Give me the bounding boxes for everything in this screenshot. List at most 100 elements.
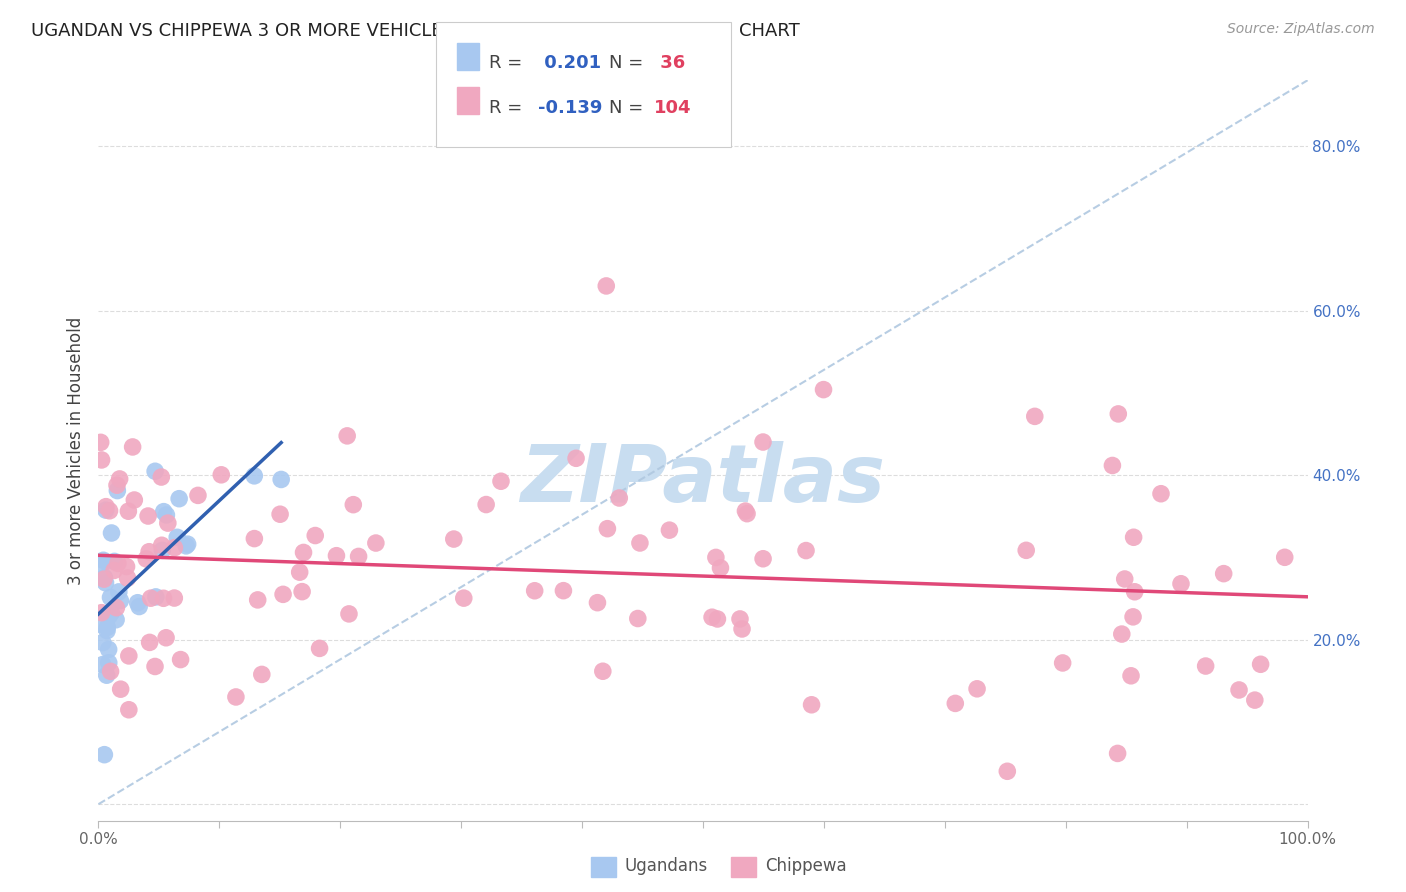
Point: [1107, 747, 1129, 761]
Point: [105, 478, 128, 492]
Point: [98, 608, 121, 623]
Point: [98, 504, 121, 518]
Point: [706, 612, 728, 626]
Point: [1274, 550, 1296, 565]
Point: [1101, 458, 1123, 473]
Point: [89, 617, 111, 632]
Point: [342, 498, 364, 512]
Point: [105, 483, 128, 498]
Point: [121, 440, 143, 454]
Point: [752, 551, 775, 566]
Point: [93, 570, 115, 584]
Point: [150, 470, 173, 484]
Point: [93, 553, 115, 567]
Point: [124, 493, 146, 508]
Point: [136, 508, 159, 523]
Point: [565, 451, 588, 466]
Point: [291, 584, 314, 599]
Point: [1170, 576, 1192, 591]
Point: [91, 635, 114, 649]
Point: [1024, 409, 1046, 424]
Point: [1111, 627, 1133, 641]
Point: [90, 453, 112, 467]
Point: [143, 464, 166, 478]
Point: [1122, 610, 1144, 624]
Point: [167, 491, 190, 506]
Point: [115, 559, 138, 574]
Point: [966, 681, 988, 696]
Point: [553, 583, 575, 598]
Point: [607, 491, 630, 505]
Point: [709, 561, 731, 575]
Point: [304, 528, 326, 542]
Point: [1015, 543, 1038, 558]
Point: [794, 543, 817, 558]
Point: [288, 565, 311, 579]
Text: 0.201: 0.201: [538, 54, 602, 72]
Point: [90, 435, 112, 450]
Point: [105, 600, 128, 615]
Point: [1119, 669, 1142, 683]
Point: [90, 606, 112, 620]
Point: [700, 610, 723, 624]
Point: [734, 504, 756, 518]
Point: [1052, 656, 1074, 670]
Point: [943, 697, 966, 711]
Point: [1123, 584, 1146, 599]
Point: [523, 583, 546, 598]
Point: [118, 648, 141, 663]
Point: [1195, 659, 1218, 673]
Point: [628, 536, 651, 550]
Point: [91, 657, 114, 672]
Point: [150, 538, 173, 552]
Point: [586, 596, 609, 610]
Point: [627, 611, 650, 625]
Point: [97, 656, 120, 670]
Point: [118, 703, 141, 717]
Point: [735, 507, 758, 521]
Point: [337, 607, 360, 621]
Point: [1114, 572, 1136, 586]
Text: R =: R =: [489, 99, 523, 117]
Point: [443, 532, 465, 546]
Point: [163, 541, 186, 555]
Point: [250, 667, 273, 681]
Text: -0.139: -0.139: [538, 99, 603, 117]
Point: [243, 532, 266, 546]
Text: Ugandans: Ugandans: [624, 857, 707, 875]
Point: [117, 571, 139, 585]
Point: [96, 624, 118, 638]
Point: [150, 543, 173, 558]
Point: [800, 698, 823, 712]
Point: [270, 473, 292, 487]
Point: [453, 591, 475, 606]
Point: [592, 665, 614, 679]
Point: [94, 575, 117, 590]
Point: [139, 591, 162, 606]
Point: [308, 641, 330, 656]
Point: [107, 557, 129, 571]
Point: [138, 545, 160, 559]
Point: [1107, 407, 1129, 421]
Point: [995, 764, 1018, 779]
Point: [347, 549, 370, 564]
Point: [728, 612, 751, 626]
Point: [271, 587, 294, 601]
Point: [117, 504, 139, 518]
Point: [658, 523, 681, 537]
Point: [155, 631, 177, 645]
Point: [127, 596, 149, 610]
Point: [209, 467, 232, 482]
Text: 36: 36: [654, 54, 685, 72]
Point: [364, 536, 387, 550]
Point: [105, 613, 128, 627]
Point: [128, 599, 150, 614]
Point: [174, 539, 197, 553]
Point: [489, 475, 512, 489]
Point: [96, 668, 118, 682]
Text: 104: 104: [654, 99, 692, 117]
Point: [94, 503, 117, 517]
Point: [163, 591, 186, 605]
Point: [704, 550, 727, 565]
Text: ZIPatlas: ZIPatlas: [520, 441, 886, 519]
